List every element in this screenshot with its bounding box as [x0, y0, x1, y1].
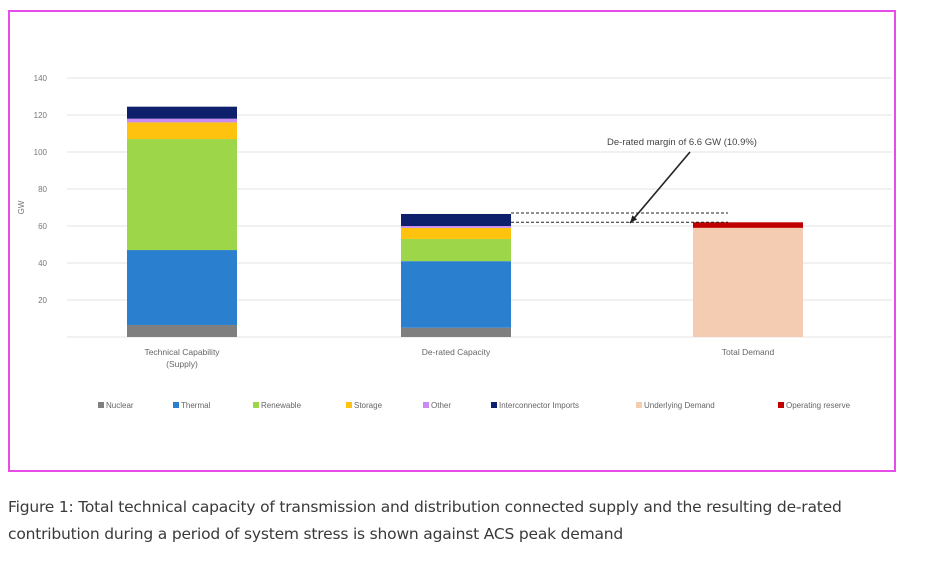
bar-segment-renewable: [127, 139, 237, 251]
bar-segment-thermal: [127, 250, 237, 325]
bar-segment-interconnector-imports: [127, 106, 237, 119]
x-tick-label: De-rated Capacity: [422, 347, 491, 357]
x-tick-label: (Supply): [166, 359, 198, 369]
bar-segment-storage: [401, 227, 511, 239]
bar-segment-renewable: [401, 238, 511, 262]
y-tick-label: 20: [38, 296, 47, 305]
y-tick-label: 120: [34, 111, 48, 120]
bar-segment-interconnector-imports: [401, 213, 511, 226]
bar-segment-nuclear: [127, 324, 237, 337]
chart-svg: 20 40 60 80 100 120 140 GW Technical Capability (…: [17, 74, 892, 410]
bar-segment-other: [127, 118, 237, 123]
chart-frame: 20 40 60 80 100 120 140 GW Technical Capability (…: [8, 10, 896, 472]
bar-segment-nuclear: [401, 327, 511, 337]
legend-label-interconnector-imports: Interconnector Imports: [499, 401, 579, 410]
legend-swatch-underlying-demand: [636, 402, 642, 408]
legend-label-nuclear: Nuclear: [106, 401, 134, 410]
y-tick-label: 60: [38, 222, 47, 231]
legend-swatch-renewable: [253, 402, 259, 408]
y-axis-label: GW: [17, 200, 26, 214]
x-tick-label: Total Demand: [722, 347, 775, 357]
annotation-arrow: [629, 151, 691, 224]
legend-swatch-storage: [346, 402, 352, 408]
legend-swatch-operating-reserve: [778, 402, 784, 408]
x-tick-label: Technical Capability: [144, 347, 220, 357]
legend-swatch-thermal: [173, 402, 179, 408]
y-tick-label: 140: [34, 74, 48, 83]
y-tick-label: 80: [38, 185, 47, 194]
bar-segment-other: [401, 226, 511, 228]
annotation-arrowhead: [630, 215, 638, 223]
legend-label-thermal: Thermal: [181, 401, 211, 410]
bar-segment-operating-reserve: [693, 222, 803, 228]
bar-segment-underlying-demand: [693, 227, 803, 337]
legend-label-renewable: Renewable: [261, 401, 302, 410]
annotation-text: De-rated margin of 6.6 GW (10.9%): [607, 137, 757, 148]
legend-label-underlying-demand: Underlying Demand: [644, 401, 715, 410]
legend-label-other: Other: [431, 401, 451, 410]
legend-swatch-other: [423, 402, 429, 408]
legend-label-storage: Storage: [354, 401, 383, 410]
bar-segment-storage: [127, 122, 237, 140]
legend-swatch-nuclear: [98, 402, 104, 408]
y-tick-label: 40: [38, 259, 47, 268]
legend-label-operating-reserve: Operating reserve: [786, 401, 851, 410]
figure-caption: Figure 1: Total technical capacity of tr…: [8, 498, 842, 543]
bar-segment-thermal: [401, 261, 511, 328]
y-tick-label: 100: [34, 148, 48, 157]
legend-swatch-interconnector-imports: [491, 402, 497, 408]
